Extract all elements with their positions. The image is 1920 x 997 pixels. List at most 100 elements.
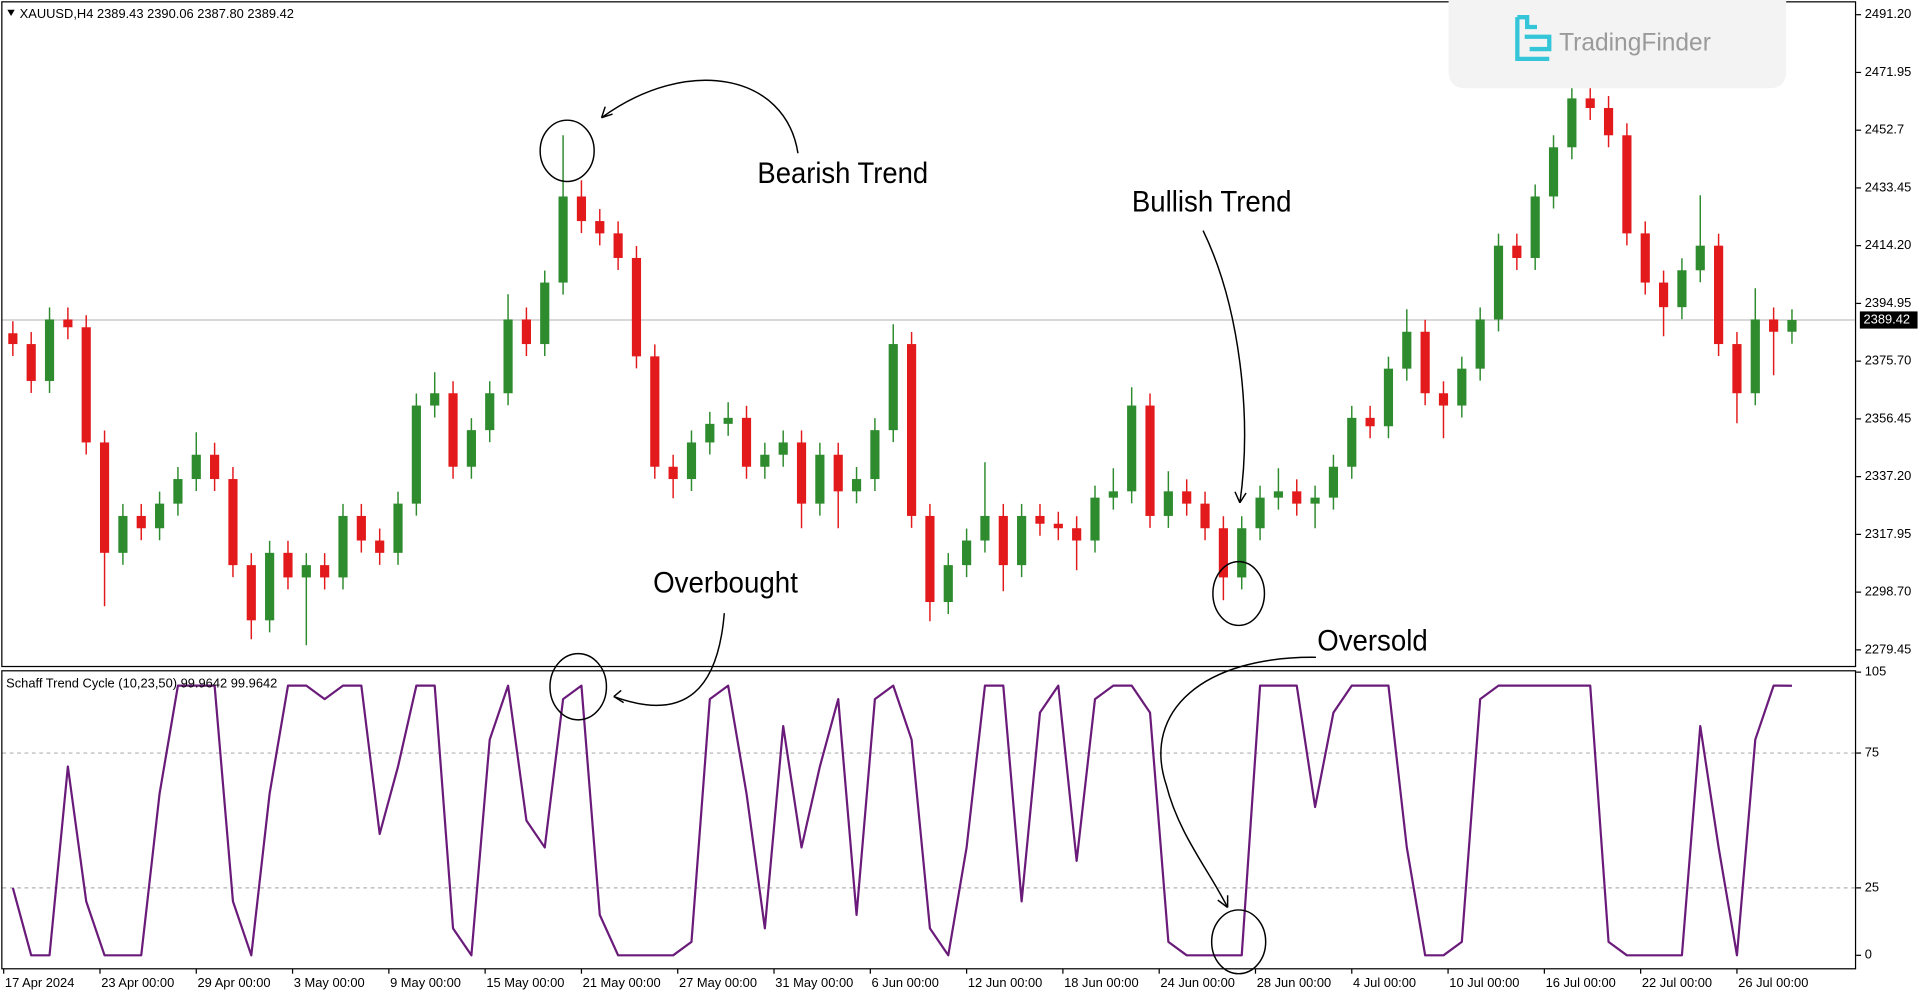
y-tick-label: 2356.45 [1865, 410, 1912, 425]
x-tick-label: 22 Jul 00:00 [1642, 975, 1712, 990]
candle-body [466, 430, 476, 467]
candle-body [63, 319, 73, 328]
indicator-panel-frame [1, 670, 1857, 970]
candle-body [1530, 196, 1540, 258]
watermark-logo [1515, 15, 1552, 62]
candle-body [1640, 233, 1650, 283]
candle-body [1402, 331, 1412, 369]
candle-body [81, 327, 91, 443]
candle-body [503, 319, 513, 394]
y-tick-label: 2298.70 [1865, 584, 1912, 599]
y-tick-label: 2279.45 [1865, 641, 1912, 656]
candle-body [26, 344, 36, 381]
candle-body [99, 442, 110, 553]
candle-body [338, 515, 348, 578]
candle-body [998, 515, 1008, 566]
annotation: Bearish Trend [757, 157, 928, 190]
candle-body [668, 466, 678, 480]
candle-body [1695, 245, 1705, 271]
candle-body [1310, 497, 1320, 504]
x-tick-label: 31 May 00:00 [775, 975, 853, 990]
candle-body [1658, 282, 1669, 308]
candle-body [540, 282, 550, 345]
candle-body [1750, 319, 1760, 394]
candle-body [1053, 523, 1063, 529]
x-tick-label: 15 May 00:00 [486, 975, 564, 990]
candle-body [1493, 245, 1504, 320]
last-price-box [1859, 311, 1918, 329]
indicator-line [11, 684, 1792, 957]
y-tick-label: 75 [1865, 744, 1879, 759]
annotations [539, 79, 1317, 975]
x-tick-label: 9 May 00:00 [390, 975, 461, 990]
arrow-head [600, 106, 613, 119]
symbol-arrow [7, 9, 15, 16]
candle-body [44, 319, 55, 381]
candle-body [1603, 107, 1614, 136]
candle-body [1732, 344, 1742, 394]
candle-body [1457, 368, 1467, 406]
circle-marker [1212, 560, 1266, 627]
candle-body [154, 503, 165, 529]
candle-body [265, 552, 275, 621]
candle-body [1090, 497, 1100, 541]
candle-body [962, 540, 972, 566]
candle-body [815, 454, 825, 504]
indicator-title: Schaff Trend Cycle (10,23,50) 99.9642 99… [6, 676, 277, 691]
candle-body [925, 515, 935, 603]
candle-body [943, 565, 953, 603]
candle-body [1273, 491, 1283, 498]
candle-body [760, 454, 770, 467]
candle-body [1714, 245, 1724, 345]
candle-body [1787, 320, 1797, 332]
candle-body [1182, 491, 1192, 504]
y-tick-label: 2414.20 [1865, 237, 1912, 252]
x-tick-label: 24 Jun 00:00 [1160, 975, 1234, 990]
x-tick-label: 10 Jul 00:00 [1449, 975, 1519, 990]
candle-body [558, 196, 568, 283]
annotation: Bullish Trend [1132, 185, 1292, 218]
candle-body [356, 515, 366, 541]
candle-body [448, 393, 458, 467]
candle-body [1567, 98, 1577, 148]
x-tick-label: 17 Apr 2024 [5, 975, 74, 990]
candle-body [136, 515, 146, 529]
candle-body [485, 393, 495, 431]
y-tick-label: 25 [1865, 879, 1879, 894]
candle-body [393, 503, 403, 553]
candle-body [1017, 515, 1027, 566]
watermark-text: TradingFinder [1559, 30, 1711, 57]
y-tick-label: 2491.20 [1865, 6, 1912, 21]
y-tick-label: 2471.95 [1865, 64, 1912, 79]
candle-body [375, 540, 385, 553]
candle-body [210, 454, 220, 480]
candle-body [741, 417, 752, 467]
candle-body [796, 442, 807, 504]
x-tick-label: 28 Jun 00:00 [1257, 975, 1331, 990]
x-tick-label: 4 Jul 00:00 [1353, 975, 1416, 990]
candle-body [686, 442, 697, 480]
plot-layer: 2491.20 2471.95 2452.7 2433.45 2414.20 2394.9… [2, 6, 1918, 990]
candle-body [283, 552, 293, 578]
x-tick-label: 6 Jun 00:00 [872, 975, 939, 990]
y-tick-label: 105 [1865, 664, 1886, 679]
candle-body [1548, 147, 1559, 197]
x-tick-label: 27 May 00:00 [679, 975, 757, 990]
candle-body [833, 454, 843, 492]
arrow [1202, 230, 1246, 503]
symbol-header: XAUUSD,H4 2389.43 2390.06 2387.80 2389.4… [20, 6, 294, 21]
candle-body [613, 233, 623, 258]
candle-body [1365, 417, 1375, 427]
watermark-box [1448, 0, 1787, 89]
candle-body [228, 479, 238, 566]
candle-body [173, 479, 183, 504]
y-tick-label: 2375.70 [1865, 353, 1912, 368]
x-tick-label: 23 Apr 00:00 [101, 975, 174, 990]
arrow [1160, 656, 1317, 908]
y-tick-label: 0 [1865, 947, 1872, 962]
candle-body [1512, 245, 1522, 258]
arrow-head [1217, 895, 1229, 909]
